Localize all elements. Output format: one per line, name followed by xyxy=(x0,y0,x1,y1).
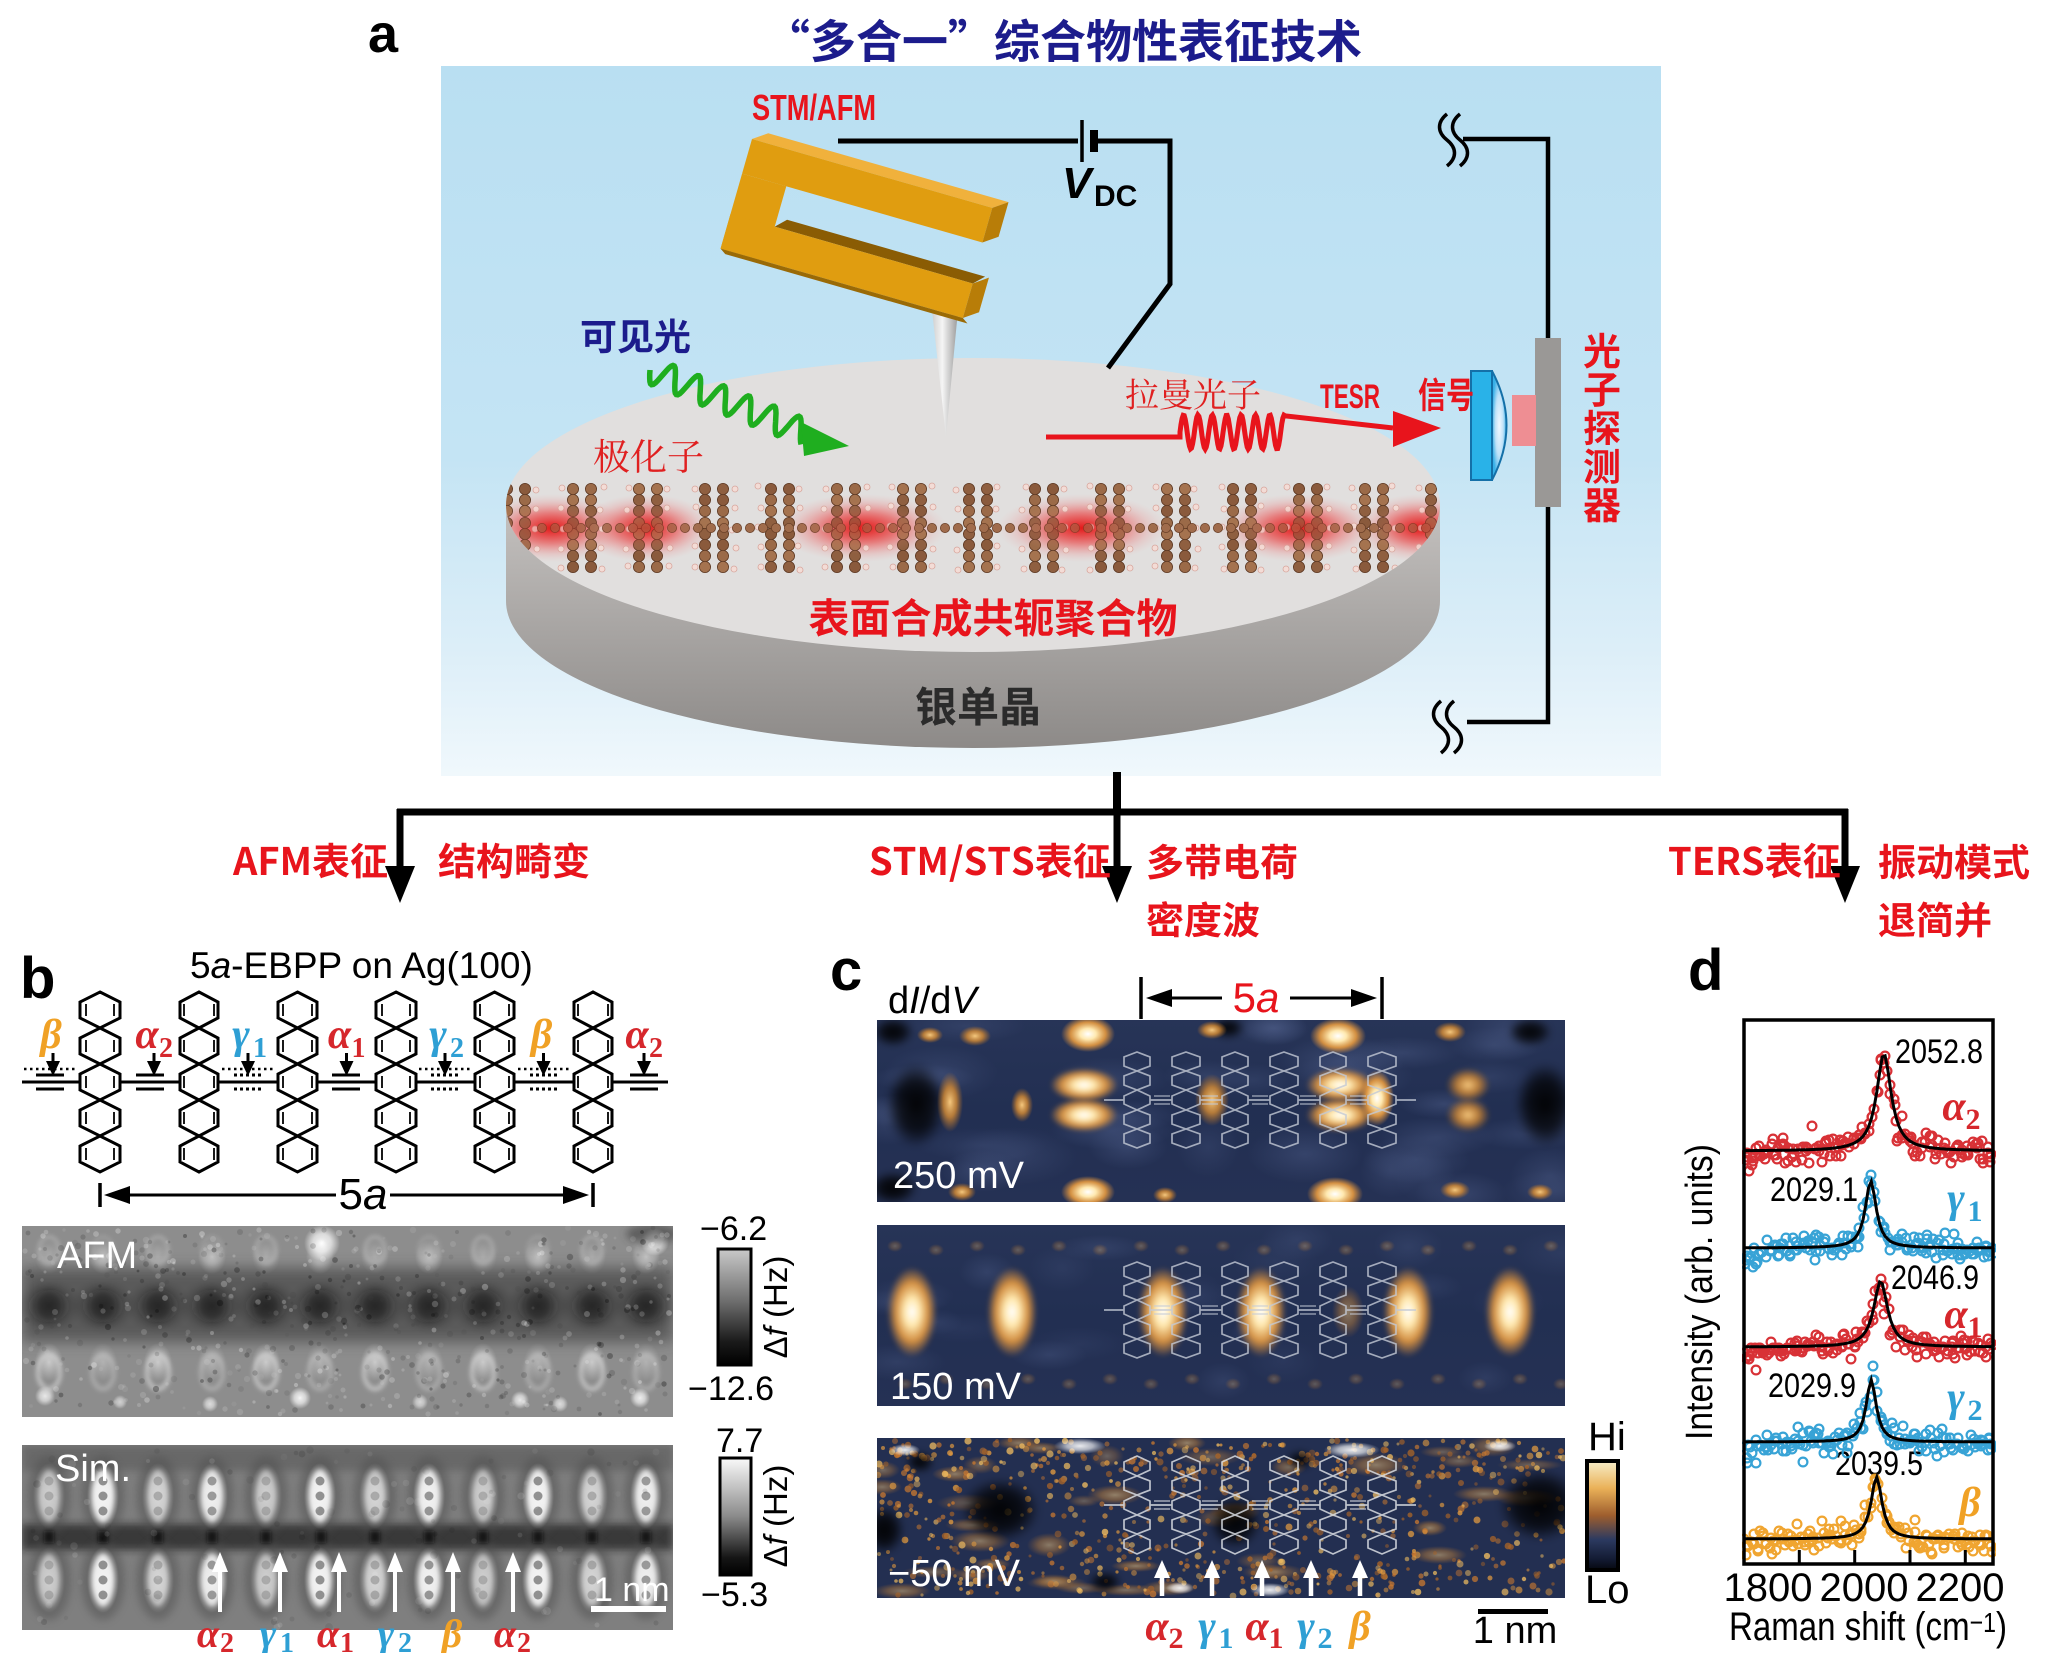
svg-text:V: V xyxy=(1062,159,1095,208)
svg-text:a: a xyxy=(368,4,399,64)
svg-text:2000: 2000 xyxy=(1820,1566,1909,1610)
svg-text:1: 1 xyxy=(1968,1311,1983,1344)
svg-text:2200: 2200 xyxy=(1916,1566,2005,1610)
svg-text:α: α xyxy=(1944,1292,1968,1338)
svg-text:β: β xyxy=(1957,1480,1981,1526)
svg-text:2046.9: 2046.9 xyxy=(1891,1259,1979,1297)
svg-text:α: α xyxy=(1245,1604,1269,1650)
svg-text:α: α xyxy=(135,1012,159,1058)
svg-text:2029.9: 2029.9 xyxy=(1768,1367,1856,1405)
svg-text:2: 2 xyxy=(1169,1622,1184,1653)
svg-text:TESR: TESR xyxy=(1320,378,1380,416)
svg-text:2: 2 xyxy=(649,1033,663,1064)
svg-text:γ: γ xyxy=(1297,1604,1315,1650)
svg-text:2052.8: 2052.8 xyxy=(1895,1033,1983,1071)
svg-text:1: 1 xyxy=(1968,1195,1983,1228)
svg-text:Lo: Lo xyxy=(1585,1568,1630,1612)
svg-text:γ: γ xyxy=(1947,1375,1965,1421)
svg-text:Raman shift (cm−1): Raman shift (cm−1) xyxy=(1729,1605,2007,1649)
svg-text:250 mV: 250 mV xyxy=(893,1155,1025,1197)
svg-text:Sim.: Sim. xyxy=(55,1448,131,1490)
svg-text:5a: 5a xyxy=(339,1170,388,1219)
svg-text:AFM: AFM xyxy=(57,1235,137,1277)
svg-text:γ: γ xyxy=(1947,1176,1965,1222)
svg-text:d: d xyxy=(1688,938,1723,1003)
svg-text:1: 1 xyxy=(1219,1622,1234,1653)
svg-text:−6.2: −6.2 xyxy=(700,1210,767,1248)
svg-text:α: α xyxy=(625,1012,649,1058)
svg-text:Δf (Hz): Δf (Hz) xyxy=(757,1256,794,1359)
svg-text:7.7: 7.7 xyxy=(716,1422,763,1460)
svg-text:150 mV: 150 mV xyxy=(890,1366,1022,1408)
svg-text:2: 2 xyxy=(1966,1103,1981,1136)
svg-text:1 nm: 1 nm xyxy=(594,1571,670,1609)
svg-text:α: α xyxy=(494,1611,517,1653)
svg-text:1: 1 xyxy=(340,1628,354,1653)
svg-text:Hi: Hi xyxy=(1588,1415,1626,1459)
svg-text:c: c xyxy=(830,938,862,1003)
svg-text:β: β xyxy=(1347,1604,1371,1650)
svg-text:Δf (Hz): Δf (Hz) xyxy=(757,1465,794,1568)
svg-text:1: 1 xyxy=(280,1628,294,1653)
svg-text:2: 2 xyxy=(398,1628,412,1653)
svg-text:2: 2 xyxy=(517,1628,531,1653)
svg-text:α: α xyxy=(197,1611,220,1653)
svg-text:2: 2 xyxy=(450,1033,464,1064)
svg-text:b: b xyxy=(20,946,55,1011)
svg-text:β: β xyxy=(38,1012,62,1058)
svg-text:5a-EBPP on Ag(100): 5a-EBPP on Ag(100) xyxy=(190,945,533,986)
svg-text:2: 2 xyxy=(1968,1394,1983,1427)
svg-text:γ: γ xyxy=(1198,1604,1216,1650)
svg-text:1: 1 xyxy=(352,1033,366,1064)
svg-text:α: α xyxy=(1145,1604,1169,1650)
svg-text:1: 1 xyxy=(253,1033,267,1064)
svg-text:Intensity (arb. units): Intensity (arb. units) xyxy=(1679,1144,1721,1440)
svg-text:2: 2 xyxy=(220,1628,234,1653)
svg-text:2029.1: 2029.1 xyxy=(1770,1171,1858,1209)
svg-text:γ: γ xyxy=(232,1012,250,1058)
svg-text:α: α xyxy=(328,1012,352,1058)
svg-text:DC: DC xyxy=(1094,180,1137,213)
svg-text:γ: γ xyxy=(260,1611,277,1653)
svg-text:β: β xyxy=(529,1012,553,1058)
svg-text:γ: γ xyxy=(378,1611,395,1653)
svg-text:α: α xyxy=(317,1611,340,1653)
svg-text:α: α xyxy=(1942,1084,1966,1130)
svg-text:−12.6: −12.6 xyxy=(688,1370,774,1408)
svg-text:−5.3: −5.3 xyxy=(701,1576,768,1614)
svg-text:β: β xyxy=(440,1611,463,1653)
svg-text:1 nm: 1 nm xyxy=(1473,1610,1557,1652)
svg-text:dI/dV: dI/dV xyxy=(888,980,980,1022)
svg-text:5a: 5a xyxy=(1233,974,1280,1021)
svg-text:1800: 1800 xyxy=(1724,1566,1813,1610)
svg-text:2: 2 xyxy=(1318,1622,1333,1653)
svg-text:−50 mV: −50 mV xyxy=(888,1553,1021,1595)
svg-text:γ: γ xyxy=(429,1012,447,1058)
svg-text:STM/AFM: STM/AFM xyxy=(752,87,876,128)
svg-text:1: 1 xyxy=(1269,1622,1284,1653)
svg-text:2: 2 xyxy=(159,1033,173,1064)
